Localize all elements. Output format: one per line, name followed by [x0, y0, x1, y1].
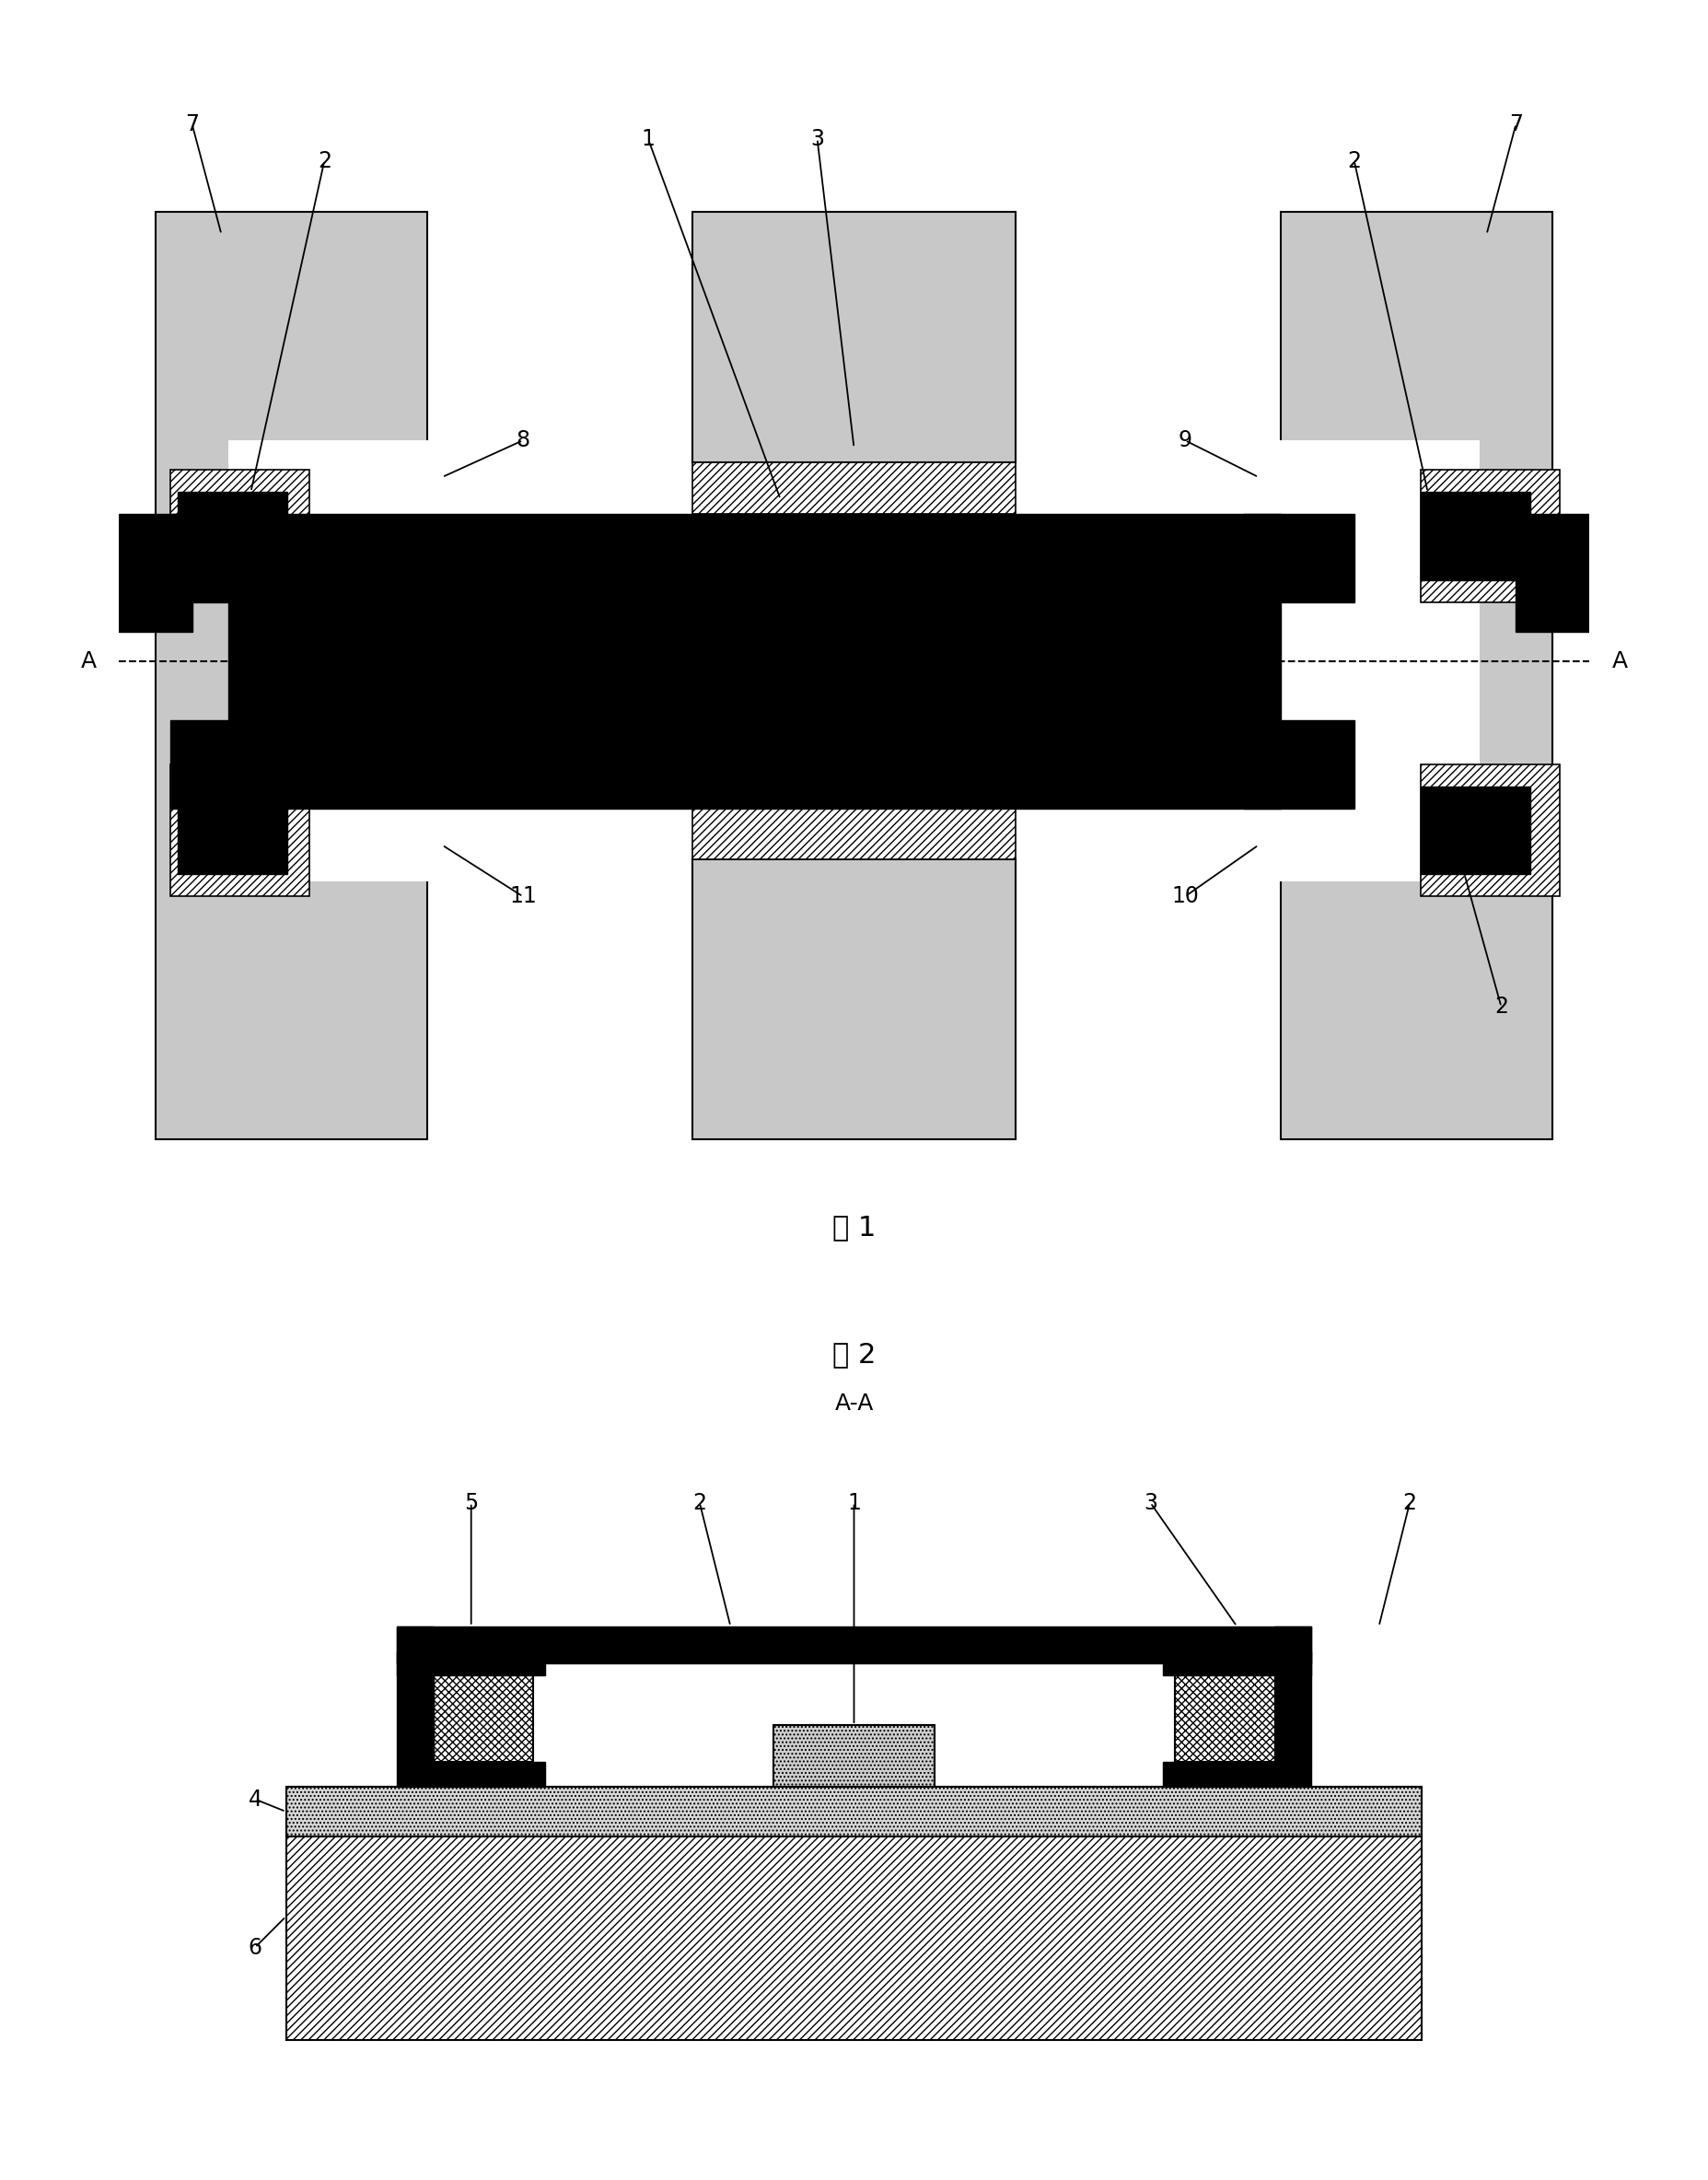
- Text: 1: 1: [640, 129, 654, 150]
- Bar: [396, 1626, 434, 1761]
- Text: 8: 8: [516, 429, 529, 451]
- Text: 图 2: 图 2: [832, 1341, 876, 1367]
- Text: 10: 10: [1172, 885, 1199, 907]
- Bar: [396, 1626, 1312, 1663]
- Bar: [118, 514, 191, 632]
- Bar: [169, 765, 309, 896]
- Bar: [1274, 1626, 1312, 1761]
- Bar: [169, 719, 265, 809]
- Text: 2: 2: [318, 150, 331, 172]
- Bar: [1243, 514, 1354, 602]
- Bar: [1272, 440, 1479, 883]
- Text: A-A: A-A: [835, 1393, 873, 1415]
- Text: A: A: [1612, 650, 1628, 671]
- Text: 7: 7: [184, 113, 198, 135]
- Bar: [285, 1788, 1423, 1836]
- Text: 11: 11: [509, 885, 536, 907]
- Bar: [229, 514, 1281, 809]
- Bar: [229, 440, 436, 883]
- Bar: [1421, 787, 1530, 874]
- Text: A: A: [80, 650, 96, 671]
- Text: 4: 4: [248, 1788, 261, 1809]
- Text: 2: 2: [1348, 150, 1361, 172]
- Bar: [285, 1836, 1423, 2040]
- Text: 6: 6: [248, 1936, 261, 1958]
- Bar: [1175, 1676, 1298, 1761]
- Text: 1: 1: [847, 1491, 861, 1513]
- Bar: [1243, 719, 1354, 809]
- Bar: [692, 462, 1016, 514]
- Bar: [396, 1761, 545, 1788]
- Text: 2: 2: [693, 1491, 707, 1513]
- Bar: [1421, 493, 1530, 580]
- Bar: [1163, 1761, 1312, 1788]
- Text: 5: 5: [465, 1491, 478, 1513]
- Bar: [178, 787, 287, 874]
- Bar: [1421, 765, 1559, 896]
- Text: 图 1: 图 1: [832, 1214, 876, 1240]
- Bar: [410, 1676, 533, 1761]
- Text: 3: 3: [810, 129, 825, 150]
- Bar: [1421, 471, 1559, 602]
- Bar: [692, 211, 1016, 462]
- Text: 7: 7: [1510, 113, 1524, 135]
- Bar: [1517, 514, 1590, 632]
- Bar: [692, 809, 1016, 859]
- Bar: [1163, 1650, 1312, 1676]
- Text: 2: 2: [1402, 1491, 1416, 1513]
- Text: 3: 3: [1143, 1491, 1158, 1513]
- Text: 9: 9: [1179, 429, 1192, 451]
- Bar: [774, 1724, 934, 1788]
- Text: 2: 2: [1494, 996, 1508, 1018]
- Bar: [169, 471, 309, 602]
- Bar: [692, 859, 1016, 1140]
- Bar: [169, 514, 265, 602]
- Bar: [178, 493, 287, 580]
- Bar: [1281, 211, 1553, 1140]
- Bar: [396, 1650, 545, 1676]
- Bar: [155, 211, 427, 1140]
